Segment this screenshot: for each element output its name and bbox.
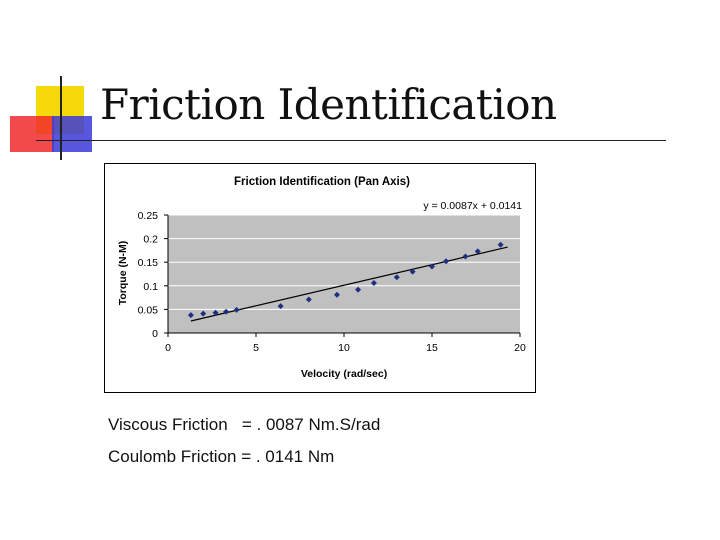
trendline bbox=[190, 246, 508, 322]
x-tick-label: 15 bbox=[426, 342, 438, 354]
data-point bbox=[370, 279, 377, 286]
y-axis-label: Torque (N-M) bbox=[117, 241, 129, 306]
plot-layer: 0 5 10 15 20 0 0.05 0.1 0.15 0.2 0.25 bbox=[138, 210, 526, 354]
data-point bbox=[462, 253, 469, 260]
chart-title: Friction Identification (Pan Axis) bbox=[234, 176, 410, 188]
slide-title: Friction Identification bbox=[100, 80, 557, 129]
y-tick-label: 0.2 bbox=[143, 234, 158, 246]
data-point bbox=[305, 296, 312, 303]
x-tick-label: 5 bbox=[253, 342, 259, 354]
x-tick-label: 10 bbox=[338, 342, 350, 354]
data-point bbox=[233, 306, 240, 313]
coulomb-friction-text: Coulomb Friction = . 0141 Nm bbox=[108, 447, 335, 466]
data-point bbox=[212, 309, 219, 316]
data-point bbox=[474, 248, 481, 255]
y-tick-label: 0.25 bbox=[138, 210, 159, 222]
data-point bbox=[277, 303, 284, 310]
data-point bbox=[497, 241, 504, 248]
y-tick-label: 0 bbox=[152, 328, 158, 340]
data-point bbox=[429, 263, 435, 270]
data-point bbox=[393, 274, 400, 281]
data-point bbox=[355, 286, 362, 293]
y-tick-label: 0.05 bbox=[138, 304, 159, 316]
decor-vertical-line bbox=[60, 76, 62, 160]
data-point bbox=[223, 308, 230, 315]
data-point bbox=[409, 268, 416, 275]
data-point bbox=[200, 310, 207, 317]
viscous-friction-text: Viscous Friction = . 0087 Nm.S/rad bbox=[108, 415, 381, 434]
x-tick-label: 20 bbox=[514, 342, 526, 354]
chart-svg: 0 5 10 15 20 0 0.05 0.1 0.15 0.2 0.25 Friction Ide… bbox=[104, 163, 536, 393]
x-axis-label: Velocity (rad/sec) bbox=[301, 368, 387, 380]
data-point bbox=[333, 291, 340, 298]
decor-horizontal-line bbox=[36, 140, 666, 141]
decor-red-square bbox=[10, 116, 54, 152]
y-tick-label: 0.1 bbox=[143, 281, 158, 293]
y-tick-label: 0.15 bbox=[138, 257, 159, 269]
x-tick-label: 0 bbox=[165, 342, 171, 354]
trendline-equation: y = 0.0087x + 0.0141 bbox=[423, 200, 522, 212]
data-point bbox=[187, 312, 194, 319]
decor-blue-square bbox=[52, 116, 92, 152]
data-point bbox=[443, 258, 450, 265]
plot-area bbox=[168, 215, 520, 333]
chart: 0 5 10 15 20 0 0.05 0.1 0.15 0.2 0.25 Friction Ide… bbox=[104, 163, 536, 393]
